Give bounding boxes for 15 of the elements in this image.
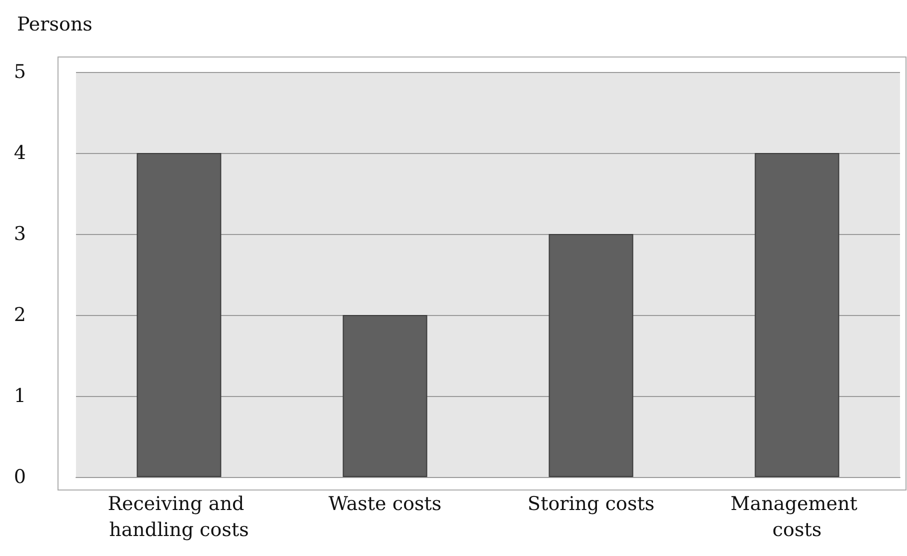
bar <box>342 315 428 477</box>
y-tick-label: 3 <box>14 223 26 245</box>
bar <box>754 153 840 477</box>
y-tick-label: 4 <box>14 142 26 164</box>
y-tick-label: 5 <box>14 61 26 83</box>
x-tick-label: Management costs <box>730 493 864 541</box>
y-axis-title: Persons <box>17 14 92 36</box>
y-tick-label: 1 <box>14 385 26 407</box>
y-tick-label: 2 <box>14 304 26 326</box>
x-tick-label: Waste costs <box>328 493 442 515</box>
x-tick-label: Storing costs <box>528 493 654 515</box>
y-tick-label: 0 <box>14 466 26 488</box>
x-tick-label: Receiving and handling costs <box>108 493 250 541</box>
bar <box>548 234 634 477</box>
bar <box>136 153 222 477</box>
